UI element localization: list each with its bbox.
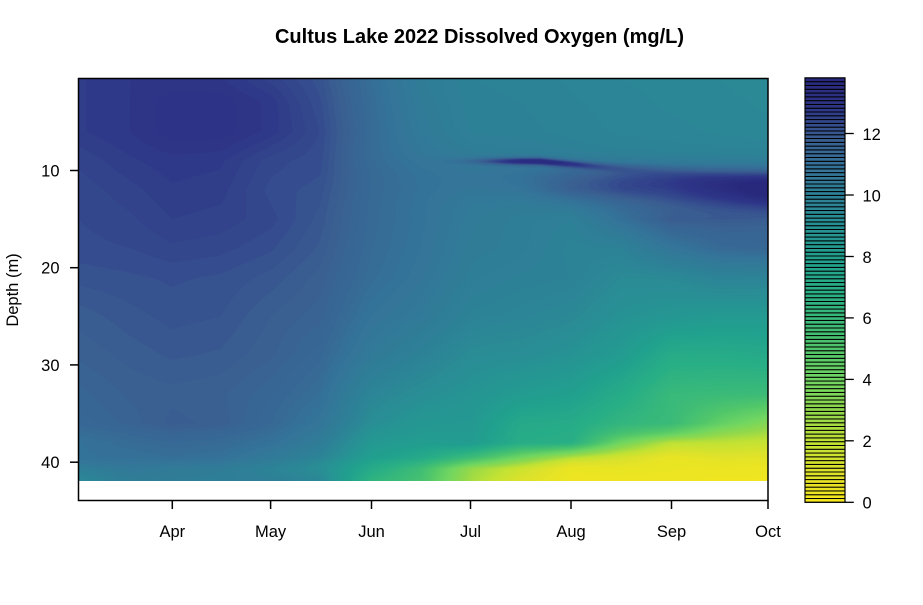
svg-text:12: 12 (863, 126, 881, 144)
svg-text:10: 10 (41, 163, 59, 181)
svg-text:30: 30 (41, 357, 59, 375)
svg-text:8: 8 (863, 249, 872, 267)
svg-text:6: 6 (863, 310, 872, 328)
svg-text:Jun: Jun (358, 523, 385, 541)
svg-text:40: 40 (41, 454, 59, 472)
svg-text:Jul: Jul (460, 523, 481, 541)
svg-text:May: May (255, 523, 287, 541)
svg-text:Cultus Lake 2022 Dissolved Oxy: Cultus Lake 2022 Dissolved Oxygen (mg/L) (275, 26, 684, 48)
svg-text:Oct: Oct (755, 523, 781, 541)
svg-text:0: 0 (863, 495, 872, 513)
svg-text:Apr: Apr (159, 523, 185, 541)
svg-text:20: 20 (41, 260, 59, 278)
svg-text:Aug: Aug (556, 523, 585, 541)
svg-text:Sep: Sep (657, 523, 686, 541)
svg-text:10: 10 (863, 187, 881, 205)
svg-text:4: 4 (863, 372, 872, 390)
svg-text:Depth (m): Depth (m) (4, 253, 22, 326)
svg-text:2: 2 (863, 433, 872, 451)
